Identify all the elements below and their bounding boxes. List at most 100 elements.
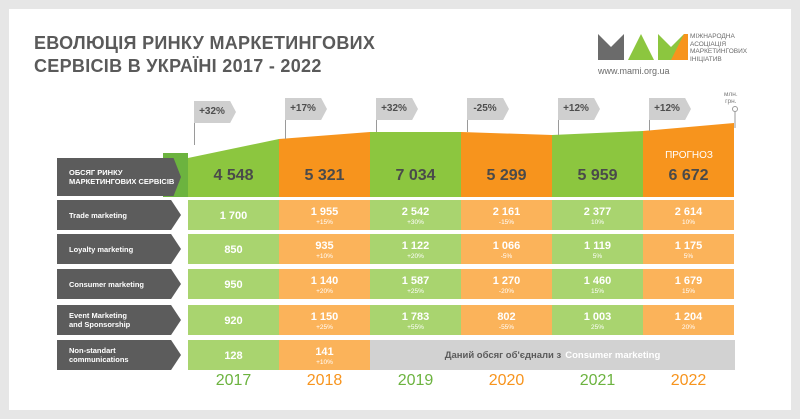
cell-change: 15% <box>590 288 604 295</box>
row-label-4: Non-standart communications <box>57 340 181 370</box>
cell-change: +30% <box>407 219 424 226</box>
table-cell: 1 204 20% <box>643 305 734 335</box>
page-title: ЕВОЛЮЦІЯ РИНКУ МАРКЕТИНГОВИХ СЕРВІСІВ В … <box>34 32 375 78</box>
table-cell: 128 <box>188 340 279 370</box>
row-label-3: Event Marketing and Sponsorship <box>57 305 181 335</box>
cell-value: 1 175 <box>674 240 703 252</box>
cell-value: 1 783 <box>401 311 430 323</box>
cell-change: +15% <box>316 219 333 226</box>
merged-note-text: Даний обсяг об'єднали з <box>444 349 562 361</box>
merged-note: Даний обсяг об'єднали з Consumer marketi… <box>370 340 735 370</box>
area-segment-2017 <box>188 139 279 197</box>
cell-value: 2 542 <box>401 206 430 218</box>
year-label-2019: 2019 <box>397 372 434 389</box>
row-label-line: Event Marketing <box>69 311 127 320</box>
cell-change: +10% <box>316 359 333 366</box>
merged-note-highlight: Consumer marketing <box>565 349 661 361</box>
table-cell: 2 161 -15% <box>461 200 552 230</box>
row-label-line: Loyalty marketing <box>69 244 134 254</box>
area-segment-2019 <box>370 132 461 197</box>
cell-change: -15% <box>498 219 515 226</box>
year-label-2021: 2021 <box>579 372 616 389</box>
row-label-0: Trade marketing <box>57 200 181 230</box>
cell-change: +20% <box>316 288 333 295</box>
title-line-1: ЕВОЛЮЦІЯ РИНКУ МАРКЕТИНГОВИХ <box>34 33 376 53</box>
growth-flag-pole <box>194 101 195 145</box>
cell-value: 1 587 <box>401 275 430 287</box>
table-cell: 1 587 +25% <box>370 269 461 299</box>
year-label-2018: 2018 <box>306 372 343 389</box>
cell-value: 935 <box>315 240 334 252</box>
cell-change: +25% <box>316 324 333 331</box>
cell-value: 1 119 <box>584 240 611 252</box>
table-cell: 1 003 25% <box>552 305 643 335</box>
cell-change: +25% <box>407 288 424 295</box>
cell-change: 10% <box>681 219 695 226</box>
cell-change: -5% <box>500 253 513 260</box>
cell-change: 10% <box>590 219 604 226</box>
row-label-line: and Sponsorship <box>69 320 131 329</box>
table-cell: 2 542 +30% <box>370 200 461 230</box>
table-cell: 850 <box>188 234 279 264</box>
year-label-2020: 2020 <box>488 372 525 389</box>
total-value-2020: 5 299 <box>486 167 527 184</box>
cell-value: 1 066 <box>492 240 521 252</box>
org-name-line: маркетингових <box>690 48 748 55</box>
cell-change: 5% <box>592 253 603 260</box>
cell-change: 5% <box>683 253 694 260</box>
title-line-2: СЕРВІСІВ В УКРАЇНІ 2017 - 2022 <box>34 56 322 76</box>
table-cell: 1 700 <box>188 200 279 230</box>
table-cell: 950 <box>188 269 279 299</box>
total-value-2021: 5 959 <box>577 167 618 184</box>
cell-value: 141 <box>315 346 334 358</box>
year-label-2022: 2022 <box>670 372 707 389</box>
cell-value: 1 270 <box>492 275 521 287</box>
org-name-line: Міжнародна <box>690 33 735 40</box>
org-name: Міжнародна асоціація маркетингових ініці… <box>690 33 747 63</box>
table-cell: 1 066 -5% <box>461 234 552 264</box>
website-link[interactable]: www.mami.org.ua <box>598 66 670 76</box>
cell-value: 1 003 <box>583 311 612 323</box>
org-name-line: ініціатив <box>690 55 722 63</box>
forecast-label: ПРОГНОЗ <box>665 150 713 161</box>
total-value-2019: 7 034 <box>395 167 436 184</box>
cell-change: -20% <box>498 288 515 295</box>
table-cell: 1 122 +20% <box>370 234 461 264</box>
growth-flag-2019: +32% <box>376 98 418 120</box>
mami-logo-icon <box>598 34 688 60</box>
cell-change: +55% <box>407 324 424 331</box>
cell-value: 1 460 <box>583 275 612 287</box>
cell-change: 15% <box>681 288 695 295</box>
table-cell: 1 270 -20% <box>461 269 552 299</box>
cell-value: 1 140 <box>310 275 339 287</box>
table-cell: 1 460 15% <box>552 269 643 299</box>
cell-value: 802 <box>497 311 516 323</box>
table-cell: 1 119 5% <box>552 234 643 264</box>
total-value-2018: 5 321 <box>304 167 345 184</box>
area-segment-2021 <box>552 131 643 197</box>
row-label-line: Consumer marketing <box>69 279 145 289</box>
table-cell: 2 377 10% <box>552 200 643 230</box>
org-name-line: асоціація <box>690 40 727 48</box>
table-cell: 1 150 +25% <box>279 305 370 335</box>
total-value-2022: 6 672 <box>668 167 709 184</box>
growth-flag-2017: +32% <box>194 101 236 123</box>
cell-value: 2 377 <box>583 206 612 218</box>
row-label-line: communications <box>69 355 129 364</box>
cell-value: 850 <box>224 244 243 256</box>
area-segment-2018 <box>279 132 370 197</box>
units-line: грн. <box>725 98 737 105</box>
cell-change: -55% <box>498 324 515 331</box>
cell-change: 20% <box>681 324 695 331</box>
row-label-line: Non-standart <box>69 346 116 355</box>
growth-flag-2020: -25% <box>467 98 509 120</box>
cell-value: 1 700 <box>219 210 248 222</box>
row-label-1: Loyalty marketing <box>57 234 181 264</box>
cell-value: 1 204 <box>674 311 703 323</box>
year-label-2017: 2017 <box>215 372 252 389</box>
cell-change: +10% <box>316 253 333 260</box>
total-value-2017: 4 548 <box>213 167 254 184</box>
area-segment-2020 <box>461 132 552 197</box>
cell-value: 1 122 <box>401 240 430 252</box>
